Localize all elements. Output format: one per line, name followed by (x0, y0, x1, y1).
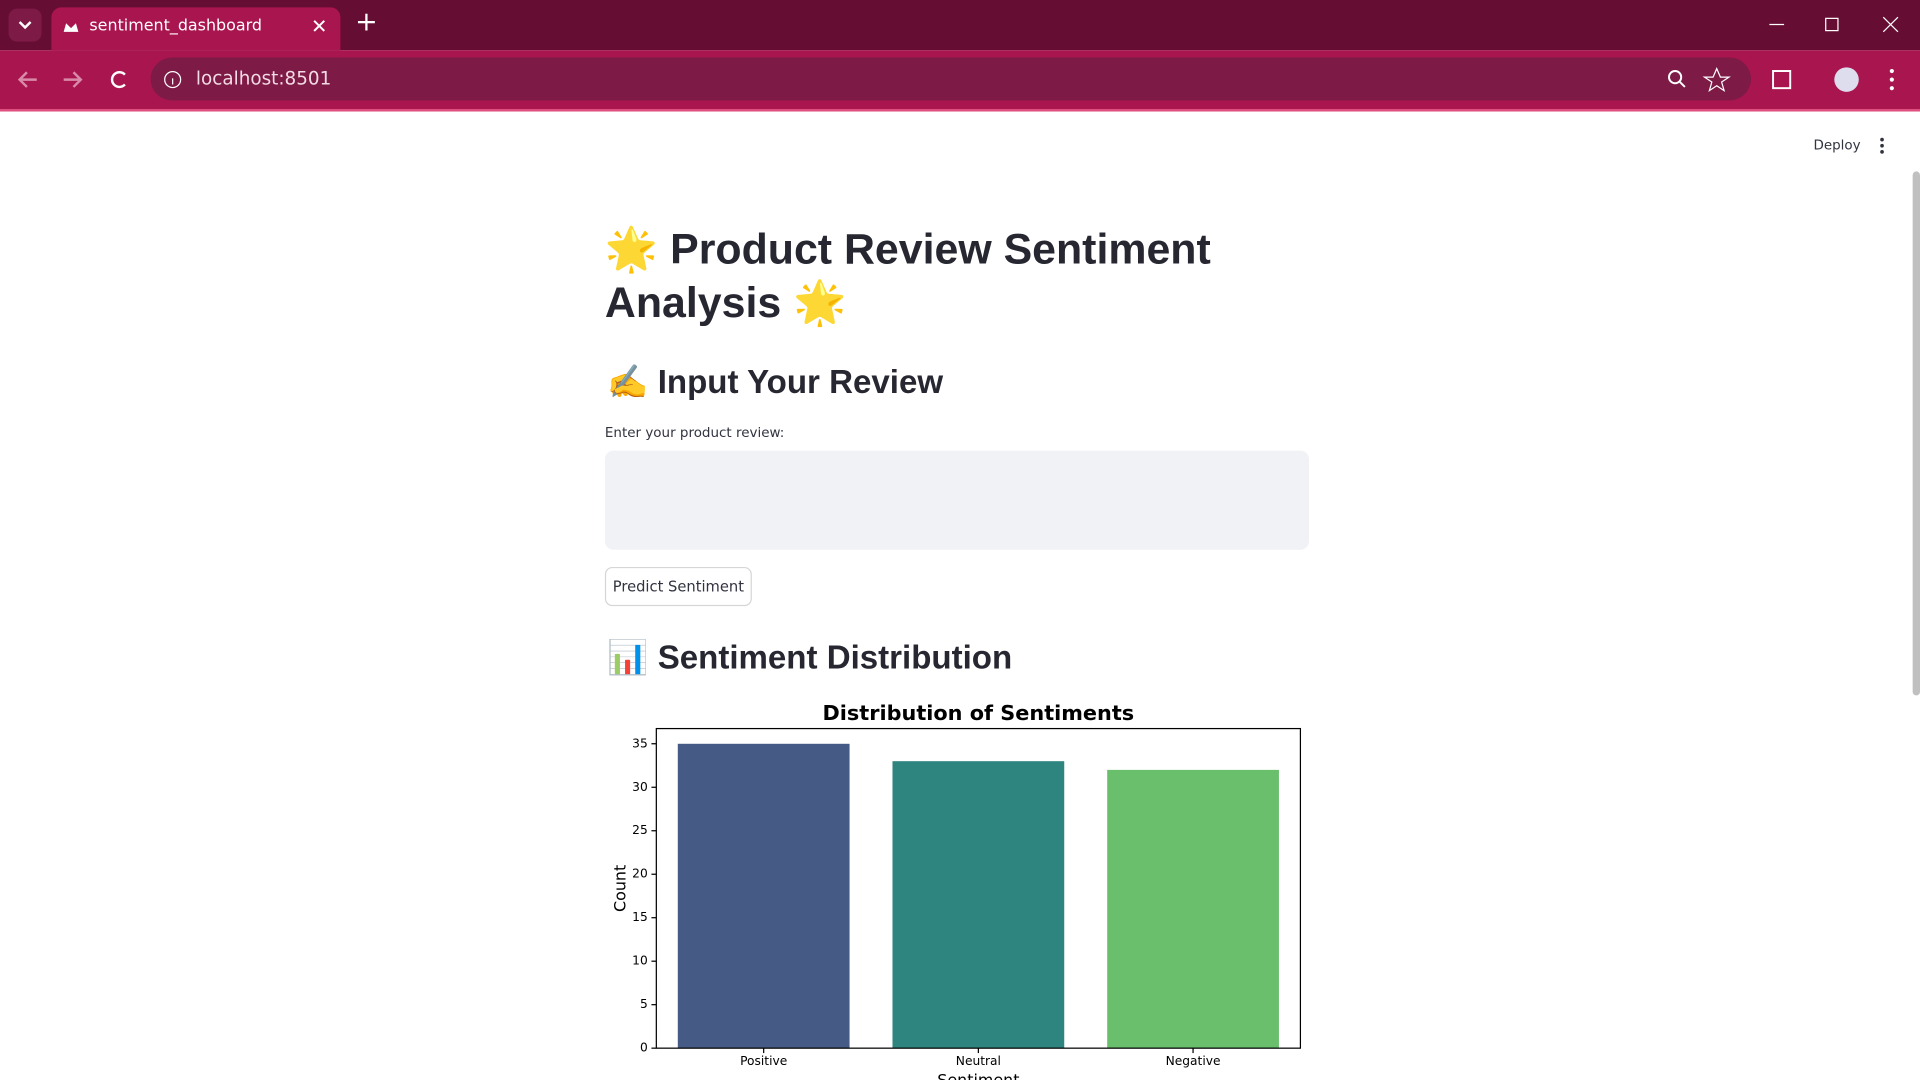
toolbar-icons[interactable] (1665, 65, 1910, 94)
y-tick-label: 35 (632, 736, 648, 750)
y-tick-label: 25 (632, 823, 648, 837)
bar (677, 743, 850, 1049)
x-tick-label: Negative (1166, 1054, 1221, 1068)
chart-title: Distribution of Sentiments (823, 701, 1135, 725)
y-tick-label: 20 (632, 867, 648, 881)
chart-header: 📊 Sentiment Distribution (607, 639, 1013, 676)
bar (1107, 769, 1279, 1049)
url: localhost:8501 (195, 67, 332, 90)
bar-chart: Distribution of Sentiments Count Sentiment… (610, 701, 1302, 1080)
favicon (63, 23, 79, 32)
tab-title: sentiment_dashboard (89, 17, 263, 36)
nav-buttons[interactable] (12, 65, 134, 94)
input-label: Enter your product review: (604, 424, 785, 441)
x-axis-label: Sentiment (937, 1071, 1019, 1080)
y-tick-label: 30 (632, 780, 648, 794)
bar (892, 761, 1065, 1049)
tab-strip: sentiment_dashboard ✕ + (0, 0, 1920, 51)
info-icon (164, 71, 182, 89)
deploy-button[interactable]: Deploy (1813, 137, 1861, 154)
address-bar[interactable]: localhost:8501 (150, 57, 1752, 101)
main-menu[interactable] (1876, 136, 1888, 156)
tab-close[interactable]: ✕ (311, 14, 328, 38)
toolbar: localhost:8501 (0, 50, 1920, 112)
input-header: ✍️ Input Your Review (607, 363, 944, 401)
page-title: 🌟 Product Review Sentiment Analysis 🌟 (604, 225, 1211, 327)
y-tick-label: 15 (632, 910, 648, 924)
y-tick-label: 0 (640, 1041, 648, 1055)
new-tab[interactable]: + (355, 7, 378, 38)
streamlit-page: Deploy 🌟 Product Review Sentiment Analys… (0, 111, 1920, 1080)
predict-button[interactable]: Predict Sentiment (604, 566, 752, 607)
x-tick-label: Neutral (956, 1054, 1001, 1068)
review-textarea[interactable] (604, 450, 1309, 550)
active-tab[interactable]: sentiment_dashboard ✕ (51, 7, 341, 51)
x-tick-label: Positive (740, 1054, 787, 1068)
y-tick-label: 10 (632, 954, 648, 968)
chevron-icon (18, 21, 32, 30)
y-tick-label: 5 (640, 997, 648, 1011)
window-controls[interactable] (1763, 15, 1910, 37)
y-axis-label: Count (610, 865, 629, 912)
scrollbar-thumb[interactable] (1912, 171, 1920, 696)
tab-search[interactable] (8, 8, 42, 42)
plot-frame (655, 727, 1302, 1049)
